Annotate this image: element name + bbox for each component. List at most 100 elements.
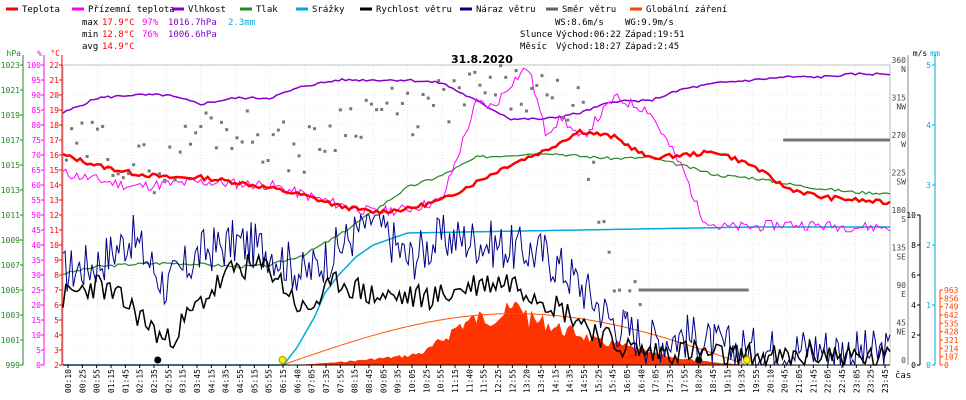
x-axis-tick-label: 09:05: [379, 369, 388, 393]
stat-max-temp: 17.9°C: [102, 18, 135, 28]
axis-tick-label: 10: [906, 211, 916, 220]
wind-direction-point: [147, 169, 151, 173]
x-axis-tick-label: 06:40: [293, 369, 302, 393]
x-axis-tick-label: 18:45: [709, 369, 718, 393]
x-axis-tick-label: 18:20: [695, 369, 704, 393]
axis-tick-label: 90: [896, 281, 906, 290]
wind-direction-point: [550, 96, 554, 100]
axis-tick-label: 180: [892, 206, 907, 215]
wind-direction-point: [395, 112, 399, 116]
x-axis-tick-label: 14:55: [580, 369, 589, 393]
x-axis-tick-label: 12:25: [494, 369, 503, 393]
axis-tick-label: 7: [54, 286, 59, 295]
x-axis-tick-label: 14:15: [551, 369, 560, 393]
x-axis-tick-label: 00:10: [64, 369, 73, 393]
axis-tick-label: 1: [926, 301, 931, 310]
legend-label: Srážky: [312, 5, 345, 15]
wind-direction-point: [586, 177, 590, 181]
x-axis-tick-label: 17:05: [652, 369, 661, 393]
x-axis-tick-label: 07:35: [322, 369, 331, 393]
axis-tick-label: 17: [49, 136, 59, 145]
axis-tick-label: 20: [49, 91, 59, 100]
stat-max-press: 1016.7hPa: [168, 18, 217, 28]
axis-tick-label: 428: [944, 328, 959, 337]
x-axis-tick-label: 17:55: [680, 369, 689, 393]
axis-tick-label: 35: [31, 256, 41, 265]
wind-direction-point: [297, 154, 301, 158]
wind-direction-point: [571, 103, 575, 107]
wind-direction-point: [369, 102, 373, 106]
x-axis-tick-label: 09:35: [394, 369, 403, 393]
x-axis-tick-label: 20:10: [766, 369, 775, 393]
wind-direction-point: [519, 102, 523, 106]
moon-set-marker: [154, 356, 162, 364]
x-axis-tick-label: 02:55: [164, 369, 173, 393]
series-prizemni-teplota: [62, 67, 891, 233]
axis-tick-label: 10: [31, 331, 41, 340]
axis-tick-label: 5: [36, 346, 41, 355]
x-axis-tick-label: 08:45: [365, 369, 374, 393]
axis-tick-label: 21: [49, 76, 59, 85]
wind-direction-point: [576, 86, 580, 90]
axis-tick-label: 1015: [1, 161, 20, 170]
axis-tick-label: 999: [6, 361, 21, 370]
x-axis-tick-label: 21:45: [809, 369, 818, 393]
wind-direction-point: [307, 125, 311, 129]
axis-tick-label: 70: [31, 151, 41, 160]
axis-tick-label: 55: [31, 196, 41, 205]
moon-label: Měsíc: [520, 42, 547, 52]
legend: Teplota Přízemní teplota Vlhkost Tlak Srážky…: [6, 5, 727, 15]
wind-direction-point: [338, 108, 342, 112]
wind-direction-point: [245, 109, 249, 113]
x-axis-tick-label: 22:45: [838, 369, 847, 393]
x-axis-tick-label: 05:55: [265, 369, 274, 393]
wind-direction-point: [437, 79, 441, 83]
wind-direction-point: [209, 116, 213, 120]
series-teplota: [62, 128, 891, 216]
wind-direction-point: [220, 120, 224, 124]
wind-direction-point: [328, 124, 332, 128]
wind-direction-point: [318, 147, 322, 151]
wind-direction-point: [142, 143, 146, 147]
chart-title: 31.8.2020: [451, 53, 513, 66]
wind-direction-point: [235, 136, 239, 140]
x-axis-tick-label: 10:55: [437, 369, 446, 393]
wind-direction-point: [581, 100, 585, 104]
wind-direction-point: [116, 172, 120, 176]
axis-tick-label: 95: [31, 76, 41, 85]
axis-tick-label: 2: [54, 361, 59, 370]
axis-tick-label: 15: [49, 166, 59, 175]
stat-max-label: max: [82, 18, 99, 28]
wind-direction-point: [442, 87, 446, 91]
axis-tick-label: 1021: [1, 86, 20, 95]
legend-label: Teplota: [22, 5, 60, 15]
axis-tick-label: 1019: [1, 111, 20, 120]
axis-tick-label: 0: [926, 361, 931, 370]
wind-direction-point: [602, 220, 606, 224]
legend-label: Směr větru: [562, 5, 616, 15]
sunset-marker: [742, 356, 751, 364]
x-axis-tick-label: 02:35: [150, 369, 159, 393]
wind-direction-point: [411, 133, 415, 137]
wind-direction-point: [256, 133, 260, 137]
wind-direction-point: [540, 74, 544, 78]
axis-tick-label: E: [901, 290, 906, 299]
wind-direction-point: [80, 121, 84, 125]
x-axis-tick-label: 23:05: [852, 369, 861, 393]
stat-avg-temp: 14.9°C: [102, 42, 135, 52]
x-axis-tick-label: 11:55: [480, 369, 489, 393]
x-axis-tick-label: 01:45: [121, 369, 130, 393]
legend-label: Rychlost větru: [376, 5, 452, 15]
stat-min-temp: 12.8°C: [102, 30, 135, 40]
axis-tick-label: NW: [896, 103, 906, 112]
wind-direction-point: [323, 149, 327, 153]
x-axis-tick-label: 11:15: [451, 369, 460, 393]
wind-direction-point: [566, 118, 570, 122]
moon-rise: Východ:18:27: [556, 42, 621, 52]
wind-direction-point: [101, 124, 105, 128]
x-axis-tick-label: 12:55: [508, 369, 517, 393]
wind-direction-point: [333, 148, 337, 152]
wind-direction-point: [364, 98, 368, 102]
wind-direction-point: [509, 107, 513, 111]
axis-tick-label: N: [901, 65, 906, 74]
